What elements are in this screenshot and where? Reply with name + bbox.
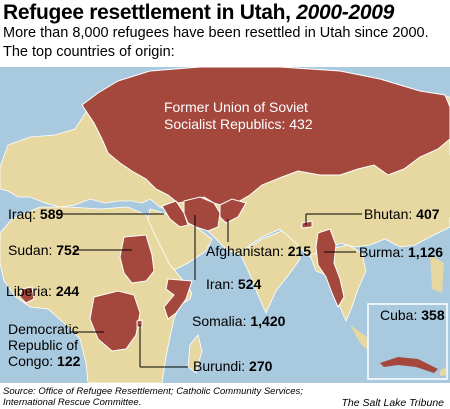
label-dr-congo: Democratic Republic of Congo: 122	[8, 321, 81, 369]
label-sudan: Sudan: 752	[8, 242, 80, 258]
region-somalia	[163, 278, 193, 320]
region-cuba	[380, 357, 438, 373]
land-india	[239, 230, 301, 314]
cuba-inset-frame	[367, 303, 448, 380]
label-burma: Burma: 1,126	[359, 244, 444, 260]
land-philippines	[430, 255, 444, 293]
source-line-2: International Rescue Committee.	[3, 397, 142, 408]
region-afghanistan	[219, 198, 247, 224]
region-bhutan	[301, 220, 313, 229]
region-iraq	[161, 200, 189, 228]
label-afghanistan: Afghanistan: 215	[206, 243, 312, 259]
region-liberia	[19, 286, 35, 304]
label-former-ussr: Former Union of Soviet Socialist Republi…	[164, 99, 313, 132]
label-liberia: Liberia: 244	[6, 283, 80, 299]
map-title: Refugee resettlement in Utah, 2000-2009	[3, 1, 394, 24]
label-burundi: Burundi: 270	[193, 358, 273, 374]
subtitle-line-2: The top countries of origin:	[3, 44, 175, 60]
region-dr-congo	[89, 290, 141, 352]
subtitle-line-1: More than 8,000 refugees have been reset…	[3, 25, 429, 41]
region-former-ussr	[81, 67, 450, 208]
region-burundi	[136, 319, 143, 328]
land-caribbean	[440, 367, 446, 376]
leader-lines	[56, 213, 362, 368]
source-line-1: Source: Office of Refugee Resettlement; …	[3, 386, 303, 397]
credit: The Salt Lake Tribune	[341, 397, 444, 409]
label-bhutan: Bhutan: 407	[364, 206, 440, 222]
label-somalia: Somalia: 1,420	[192, 313, 286, 329]
region-iran	[183, 196, 221, 232]
region-burma	[315, 228, 345, 309]
land-japan	[440, 155, 450, 217]
label-iraq: Iraq: 589	[8, 206, 64, 222]
region-sudan	[119, 234, 155, 284]
label-cuba: Cuba: 358	[380, 307, 445, 323]
world-map	[0, 67, 450, 383]
label-iran: Iran: 524	[206, 276, 262, 292]
land-madagascar	[187, 334, 203, 374]
